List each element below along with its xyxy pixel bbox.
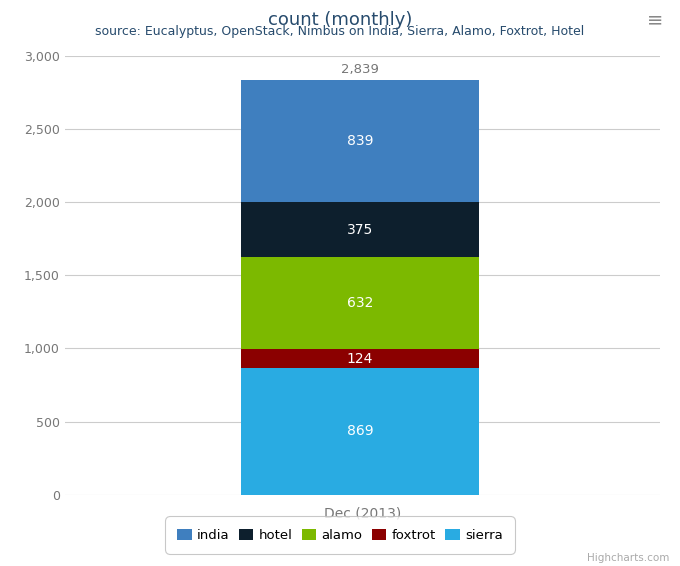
Bar xyxy=(241,80,479,202)
Text: Highcharts.com: Highcharts.com xyxy=(588,553,670,563)
Text: ≡: ≡ xyxy=(647,10,663,29)
Text: 124: 124 xyxy=(347,351,373,366)
Bar xyxy=(241,368,479,495)
Text: 632: 632 xyxy=(347,296,373,310)
Legend: india, hotel, alamo, foxtrot, sierra: india, hotel, alamo, foxtrot, sierra xyxy=(170,521,510,549)
Text: 839: 839 xyxy=(347,134,373,148)
Text: count (monthly): count (monthly) xyxy=(268,11,412,29)
Bar xyxy=(241,202,479,257)
Text: 869: 869 xyxy=(347,424,373,438)
Text: 2,839: 2,839 xyxy=(341,63,379,76)
Text: 375: 375 xyxy=(347,222,373,237)
Text: Dec (2013): Dec (2013) xyxy=(324,507,401,521)
Bar xyxy=(241,257,479,349)
Bar xyxy=(241,349,479,368)
Text: source: Eucalyptus, OpenStack, Nimbus on India, Sierra, Alamo, Foxtrot, Hotel: source: Eucalyptus, OpenStack, Nimbus on… xyxy=(95,25,585,38)
